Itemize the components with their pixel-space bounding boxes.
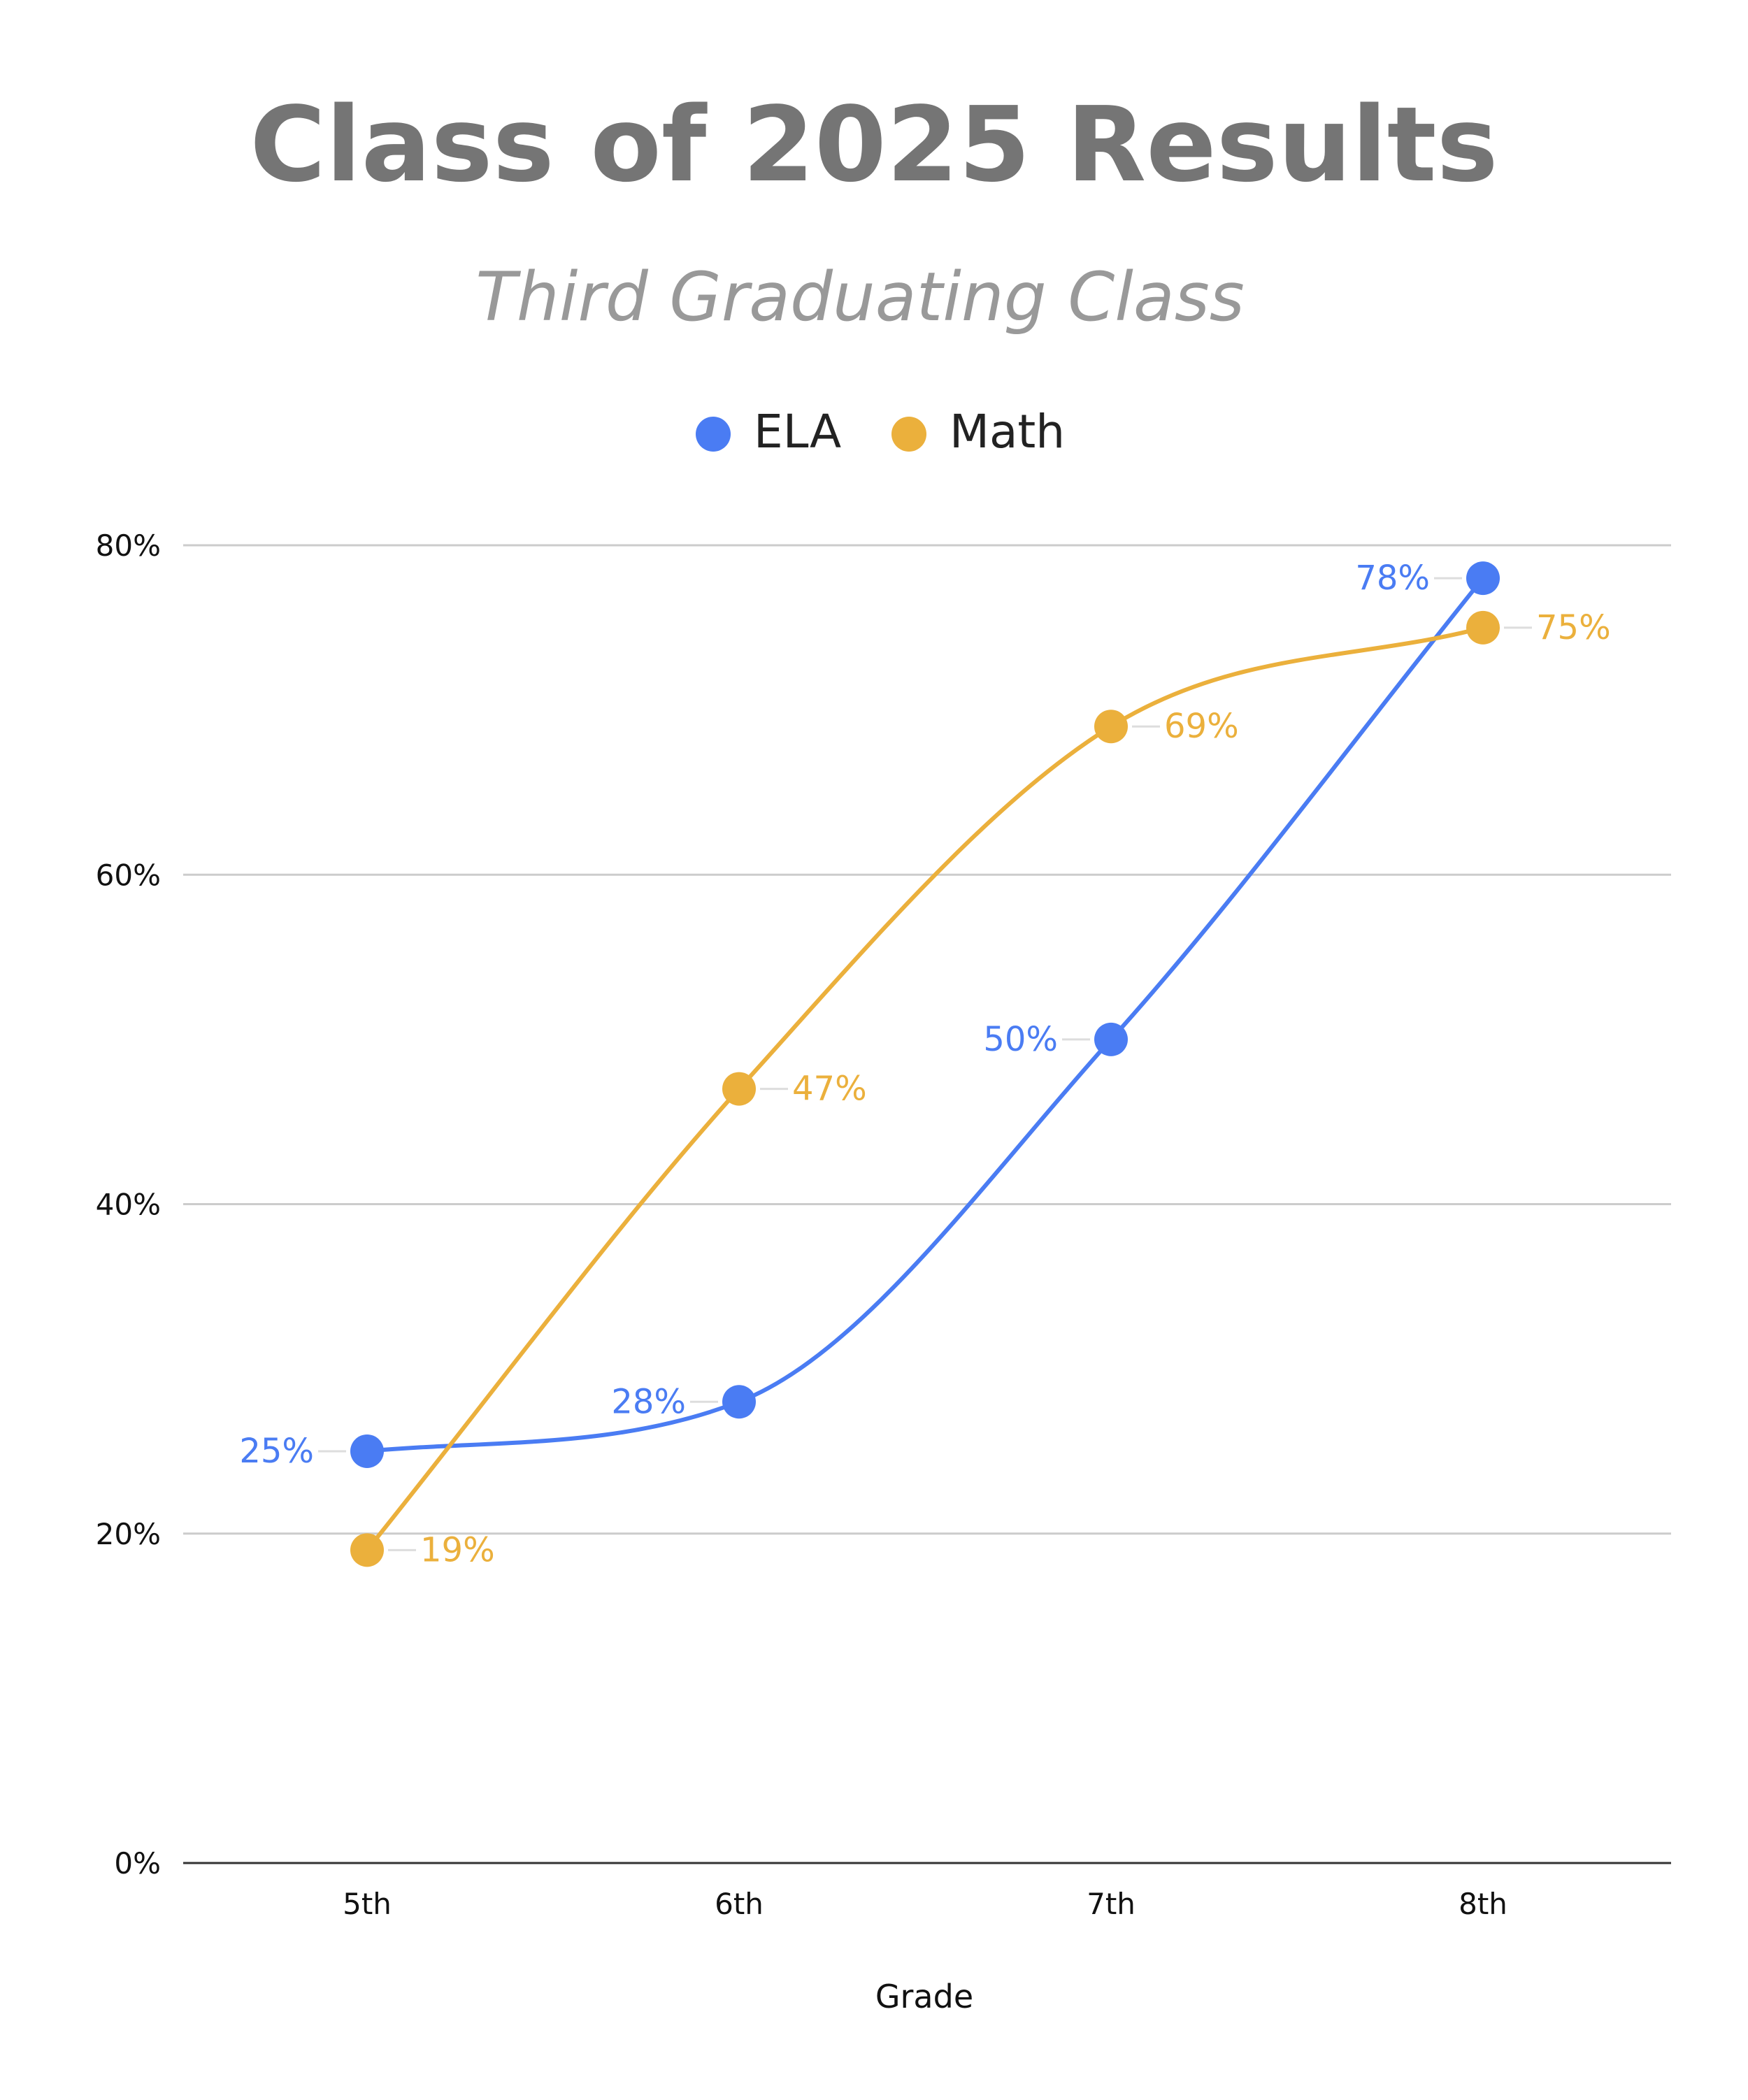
data-label-math-5th: 19% [420, 1530, 495, 1569]
legend-label-math: Math [950, 405, 1065, 459]
legend-marker-ela [696, 417, 731, 452]
data-point-math-5th [350, 1533, 384, 1567]
y-tick-label-80: 80% [96, 528, 161, 563]
data-point-ela-8th [1466, 561, 1500, 596]
data-point-ela-7th [1094, 1022, 1128, 1056]
chart-title: Class of 2025 Results [250, 85, 1498, 205]
chart-subtitle: Third Graduating Class [475, 258, 1245, 336]
legend-label-ela: ELA [754, 405, 841, 459]
y-tick-label-40: 40% [96, 1188, 161, 1222]
data-point-ela-6th [722, 1385, 756, 1419]
data-label-math-8th: 75% [1536, 608, 1611, 647]
data-label-math-7th: 69% [1164, 707, 1239, 746]
y-tick-label-0: 0% [114, 1846, 161, 1880]
data-label-ela-7th: 50% [983, 1020, 1058, 1059]
data-labels: 25% 28% 50% 78% 19% 47% 69% 75% [239, 559, 1610, 1569]
legend-marker-math [891, 417, 926, 452]
y-axis: 0% 20% 40% 60% 80% [96, 528, 161, 1880]
data-label-ela-6th: 28% [611, 1382, 686, 1421]
data-point-math-6th [722, 1072, 756, 1106]
data-label-ela-5th: 25% [239, 1432, 314, 1471]
data-point-math-7th [1094, 710, 1128, 744]
x-tick-label-7th: 7th [1087, 1887, 1136, 1921]
x-axis: 5th 6th 7th 8th [183, 1862, 1671, 1921]
gridlines [183, 544, 1671, 1535]
y-tick-label-20: 20% [96, 1517, 161, 1551]
x-tick-label-6th: 6th [715, 1887, 764, 1921]
y-tick-label-60: 60% [96, 858, 161, 892]
data-point-math-8th [1466, 610, 1500, 645]
data-label-math-6th: 47% [792, 1070, 867, 1109]
data-point-ela-5th [350, 1434, 384, 1468]
series-lines [365, 577, 1485, 1552]
x-axis-title: Grade [875, 1978, 973, 2015]
x-tick-label-8th: 8th [1459, 1887, 1507, 1921]
data-label-ela-8th: 78% [1355, 559, 1430, 598]
legend: ELA Math [696, 405, 1065, 459]
series-line-ela [366, 577, 1485, 1453]
x-tick-label-5th: 5th [343, 1887, 392, 1921]
series-points [350, 561, 1500, 1567]
series-line-math [365, 625, 1484, 1552]
